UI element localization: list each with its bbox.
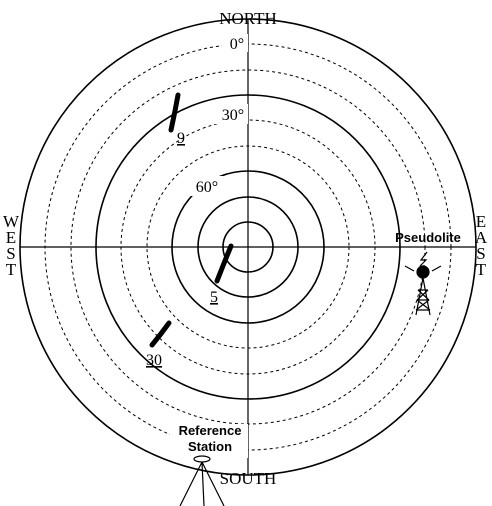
west-letter: E — [6, 228, 16, 247]
east-letter: E — [476, 212, 486, 231]
label-bg — [170, 424, 248, 458]
label-bg — [222, 34, 248, 52]
label-bg — [190, 176, 226, 196]
pseudolite-tower — [404, 251, 442, 316]
reference-label: Station — [188, 439, 232, 454]
east-letter: S — [476, 244, 485, 263]
west: W E S T — [3, 212, 20, 279]
west-letter: W — [3, 212, 20, 231]
west-letter: T — [6, 260, 17, 279]
sat-track — [168, 92, 181, 133]
east-letter: T — [476, 260, 487, 279]
elev-label: 30° — [222, 107, 244, 124]
sat-track — [149, 320, 172, 348]
reference-tripod — [179, 455, 225, 506]
reference-label: Reference — [179, 423, 242, 438]
east-letter: A — [475, 228, 488, 247]
sat-label: 9 — [177, 130, 185, 147]
rings — [19, 18, 477, 476]
elev-label: 60° — [196, 179, 218, 196]
elev-label: 0° — [230, 36, 244, 53]
pseudolite-label: Pseudolite — [395, 230, 461, 245]
sat-label: 30 — [146, 352, 162, 369]
south: SOUTH — [220, 469, 277, 488]
sat-label: 5 — [210, 289, 218, 306]
west-letter: S — [6, 244, 15, 263]
east: E A S T — [475, 212, 488, 279]
north: NORTH — [219, 9, 277, 28]
label-bg — [214, 104, 248, 124]
sat-track — [214, 243, 234, 284]
